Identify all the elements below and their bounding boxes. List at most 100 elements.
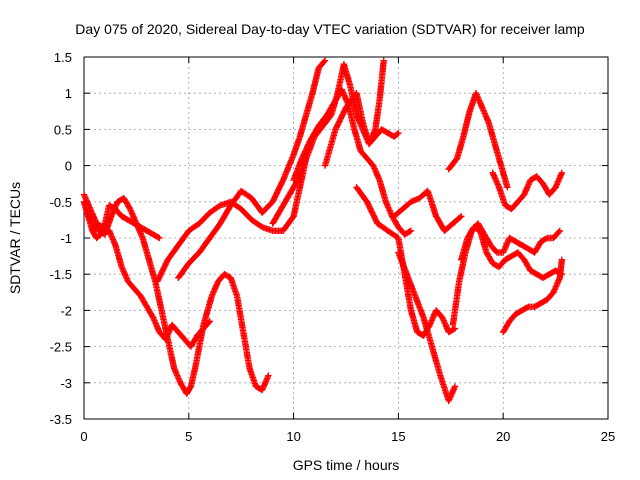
data-point-marker — [86, 213, 93, 220]
data-point-marker — [385, 204, 392, 211]
y-tick-label: 0 — [65, 159, 72, 174]
data-point-marker — [431, 311, 438, 318]
series-2 — [80, 191, 213, 350]
data-point-marker — [133, 221, 141, 229]
data-points — [80, 57, 566, 405]
data-point-marker — [215, 203, 223, 210]
data-point-marker — [83, 198, 91, 205]
data-point-marker — [293, 178, 301, 185]
data-point-marker — [493, 179, 501, 187]
y-tick-label: -2.5 — [50, 340, 72, 355]
data-point-marker — [542, 235, 550, 242]
y-tick-label: 1 — [65, 86, 72, 101]
data-point-marker — [149, 313, 156, 320]
data-point-marker — [206, 318, 213, 325]
data-point-marker — [395, 129, 402, 137]
y-axis-tick-labels: 1.5 1 0.5 0 -0.5 -1 -1.5 -2 -2.5 -3 -3.5 — [50, 50, 72, 427]
data-point-marker — [265, 372, 272, 379]
y-tick-label: -1.5 — [50, 267, 72, 282]
data-point-marker — [555, 228, 562, 236]
y-tick-label: -3 — [60, 376, 72, 391]
series-16 — [500, 256, 566, 336]
data-point-marker — [156, 234, 163, 242]
data-point-marker — [558, 256, 566, 263]
data-point-marker — [127, 207, 134, 214]
data-point-marker — [175, 375, 182, 382]
data-point-marker — [557, 172, 564, 179]
data-point-marker — [370, 162, 377, 169]
data-point-marker — [306, 138, 313, 145]
series-10 — [395, 249, 459, 405]
data-point-marker — [136, 227, 143, 234]
x-axis-label: GPS time / hours — [293, 457, 400, 473]
data-point-marker — [490, 171, 497, 178]
data-point-marker — [504, 184, 511, 191]
y-tick-label: 1.5 — [54, 50, 72, 65]
data-point-marker — [555, 277, 562, 284]
data-point-marker — [450, 326, 457, 333]
data-point-marker — [299, 153, 306, 161]
data-point-marker — [157, 271, 164, 278]
data-point-marker — [476, 98, 483, 106]
chart-title: Day 075 of 2020, Sidereal Day-to-day VTE… — [75, 21, 585, 37]
x-tick-label: 20 — [496, 429, 510, 444]
data-point-marker — [503, 242, 510, 249]
data-point-marker — [439, 315, 447, 323]
series-3 — [82, 195, 272, 397]
series-14 — [458, 223, 566, 281]
series-11 — [391, 187, 465, 234]
data-point-marker — [458, 213, 465, 220]
data-point-marker — [522, 187, 530, 194]
data-point-marker — [321, 57, 329, 64]
series-9 — [353, 184, 459, 339]
data-point-marker — [126, 204, 133, 211]
x-tick-label: 0 — [80, 429, 87, 444]
series-12 — [445, 90, 511, 191]
data-point-marker — [479, 104, 486, 111]
data-point-marker — [523, 304, 531, 311]
data-point-marker — [118, 263, 125, 271]
data-point-marker — [556, 227, 563, 234]
data-point-marker — [112, 202, 119, 210]
x-tick-label: 15 — [391, 429, 405, 444]
series-1 — [80, 198, 163, 242]
x-tick-label: 25 — [601, 429, 615, 444]
series-5 — [175, 57, 329, 281]
series-15 — [489, 169, 566, 213]
data-point-marker — [300, 151, 308, 158]
data-point-marker — [109, 208, 117, 216]
data-point-marker — [160, 264, 168, 272]
data-point-marker — [367, 136, 375, 143]
y-axis-label: SDTVAR / TECUs — [7, 182, 23, 294]
x-tick-label: 5 — [185, 429, 192, 444]
data-point-marker — [121, 269, 128, 276]
data-point-marker — [122, 273, 130, 281]
data-point-marker — [450, 386, 457, 393]
data-point-marker — [500, 247, 507, 255]
series-8 — [321, 57, 387, 169]
y-tick-label: -1 — [60, 231, 72, 246]
data-point-marker — [155, 234, 162, 241]
data-point-marker — [302, 148, 309, 155]
data-point-marker — [382, 198, 389, 205]
x-axis-tick-labels: 0 5 10 15 20 25 — [80, 429, 615, 444]
y-tick-label: -3.5 — [50, 412, 72, 427]
x-tick-label: 10 — [286, 429, 300, 444]
data-point-marker — [558, 169, 566, 176]
data-point-marker — [451, 383, 459, 390]
data-point-marker — [212, 284, 219, 291]
axis-ticks — [83, 56, 609, 420]
data-point-marker — [394, 130, 401, 138]
data-point-marker — [380, 57, 387, 64]
data-point-marker — [83, 207, 90, 214]
data-point-marker — [407, 227, 415, 234]
data-point-marker — [428, 317, 435, 324]
data-point-marker — [341, 92, 348, 99]
data-point-marker — [340, 108, 348, 115]
data-point-marker — [456, 214, 464, 221]
data-point-marker — [320, 58, 328, 65]
data-point-marker — [406, 228, 413, 235]
y-tick-label: 0.5 — [54, 122, 72, 137]
data-point-marker — [451, 325, 459, 332]
